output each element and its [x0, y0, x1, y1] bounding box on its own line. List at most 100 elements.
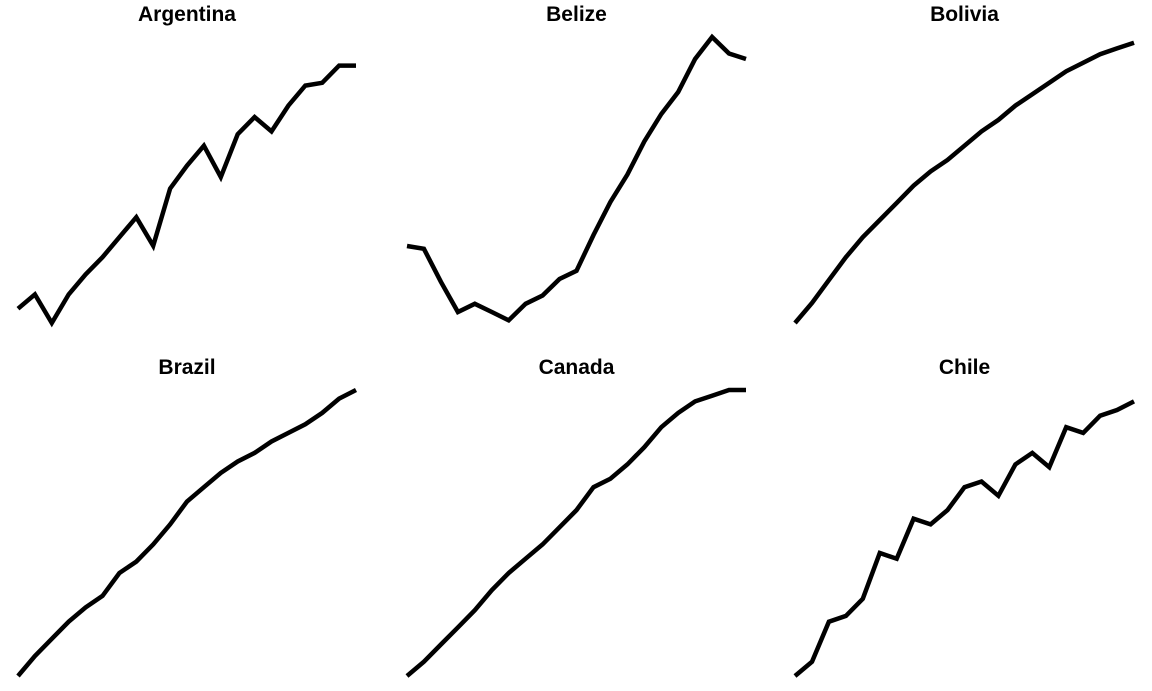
data-point-bolivia-14: [1013, 104, 1017, 108]
data-point-bolivia-6: [878, 218, 882, 222]
data-point-canada-18: [693, 399, 697, 403]
data-point-brazil-6: [101, 594, 105, 598]
data-point-bolivia-13: [996, 118, 1000, 122]
data-point-chile-16: [1047, 465, 1051, 469]
data-point-belize-16: [659, 112, 663, 116]
data-point-argentina-14: [236, 132, 240, 136]
data-point-chile-12: [980, 480, 984, 484]
data-point-argentina-13: [219, 175, 223, 179]
data-point-bolivia-20: [1115, 46, 1119, 50]
data-point-belize-21: [744, 57, 748, 61]
data-point-chile-10: [946, 508, 950, 512]
data-point-chile-18: [1081, 431, 1085, 435]
data-point-chile-4: [844, 614, 848, 618]
series-line-brazil: [16, 387, 358, 678]
data-point-brazil-11: [185, 500, 189, 504]
data-point-bolivia-2: [810, 301, 814, 305]
data-point-brazil-12: [202, 485, 206, 489]
data-point-argentina-4: [67, 292, 71, 296]
data-point-belize-4: [456, 310, 460, 314]
data-point-canada-8: [524, 557, 528, 561]
data-point-chile-14: [1013, 462, 1017, 466]
data-point-chile-6: [878, 551, 882, 555]
data-point-chile-3: [827, 620, 831, 624]
data-point-argentina-7: [117, 235, 121, 239]
data-point-canada-9: [541, 542, 545, 546]
data-point-bolivia-15: [1030, 92, 1034, 96]
data-point-chile-19: [1098, 414, 1102, 418]
data-point-belize-20: [727, 52, 731, 56]
series-line-belize: [406, 33, 747, 324]
data-point-canada-5: [473, 608, 477, 612]
data-point-belize-3: [439, 280, 443, 284]
data-point-chile-8: [912, 517, 916, 521]
panel-title-brazil: Brazil: [158, 356, 215, 379]
data-point-canada-16: [659, 425, 663, 429]
panel-brazil: Brazil: [16, 356, 358, 678]
data-point-brazil-7: [117, 571, 121, 575]
data-point-bolivia-12: [980, 129, 984, 133]
panel-canada: Canada: [405, 356, 748, 678]
data-point-bolivia-17: [1064, 69, 1068, 73]
data-point-bolivia-7: [895, 201, 899, 205]
panel-bolivia: Bolivia: [793, 3, 1136, 325]
data-point-argentina-11: [185, 164, 189, 168]
data-point-chile-21: [1132, 399, 1136, 403]
data-point-bolivia-11: [963, 144, 967, 148]
data-point-argentina-20: [337, 64, 341, 68]
data-point-canada-17: [676, 411, 680, 415]
data-point-canada-10: [558, 525, 562, 529]
data-point-brazil-5: [84, 605, 88, 609]
panel-title-belize: Belize: [546, 3, 607, 26]
data-point-brazil-10: [168, 522, 172, 526]
panel-title-bolivia: Bolivia: [930, 3, 999, 26]
data-point-belize-2: [422, 247, 426, 251]
data-point-argentina-2: [33, 292, 37, 296]
data-point-canada-12: [592, 485, 596, 489]
panel-argentina: Argentina: [16, 3, 358, 328]
data-point-argentina-12: [202, 144, 206, 148]
data-point-canada-1: [405, 674, 409, 678]
data-point-brazil-8: [134, 560, 138, 564]
data-point-argentina-3: [50, 321, 54, 325]
data-point-argentina-18: [303, 84, 307, 88]
data-point-bolivia-16: [1047, 81, 1051, 85]
data-point-brazil-18: [303, 422, 307, 426]
data-point-brazil-21: [354, 388, 358, 392]
data-point-canada-21: [744, 388, 748, 392]
data-point-brazil-3: [50, 637, 54, 641]
data-point-brazil-16: [270, 440, 274, 444]
data-point-bolivia-19: [1098, 52, 1102, 56]
data-point-belize-6: [490, 310, 494, 314]
data-point-canada-11: [575, 508, 579, 512]
series-line-chile: [793, 399, 1136, 678]
data-point-bolivia-9: [929, 169, 933, 173]
data-point-argentina-5: [84, 272, 88, 276]
data-point-bolivia-21: [1132, 41, 1136, 45]
data-point-brazil-14: [236, 460, 240, 464]
data-point-bolivia-10: [946, 158, 950, 162]
data-point-argentina-10: [168, 187, 172, 191]
data-point-chile-11: [963, 485, 967, 489]
data-point-brazil-15: [253, 451, 257, 455]
data-point-brazil-13: [219, 471, 223, 475]
data-point-argentina-15: [253, 115, 257, 119]
data-point-brazil-19: [320, 411, 324, 415]
data-point-belize-17: [676, 90, 680, 94]
data-point-argentina-16: [270, 129, 274, 133]
data-point-canada-7: [507, 571, 511, 575]
data-point-bolivia-8: [912, 184, 916, 188]
data-point-belize-19: [710, 35, 714, 39]
data-point-belize-5: [473, 302, 477, 306]
data-point-canada-4: [456, 625, 460, 629]
data-point-argentina-8: [134, 215, 138, 219]
data-point-brazil-9: [151, 542, 155, 546]
data-point-argentina-21: [354, 64, 358, 68]
data-point-chile-9: [929, 522, 933, 526]
data-point-brazil-1: [16, 674, 20, 678]
data-point-chile-5: [861, 597, 865, 601]
panel-title-canada: Canada: [539, 356, 615, 379]
data-point-canada-13: [608, 477, 612, 481]
data-point-canada-15: [642, 445, 646, 449]
